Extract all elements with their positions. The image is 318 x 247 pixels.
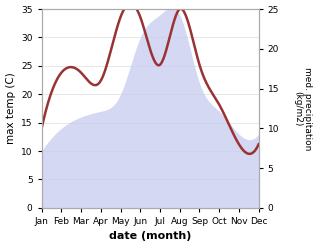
X-axis label: date (month): date (month) [109, 231, 191, 242]
Y-axis label: max temp (C): max temp (C) [5, 73, 16, 144]
Y-axis label: med. precipitation
(kg/m2): med. precipitation (kg/m2) [293, 67, 313, 150]
